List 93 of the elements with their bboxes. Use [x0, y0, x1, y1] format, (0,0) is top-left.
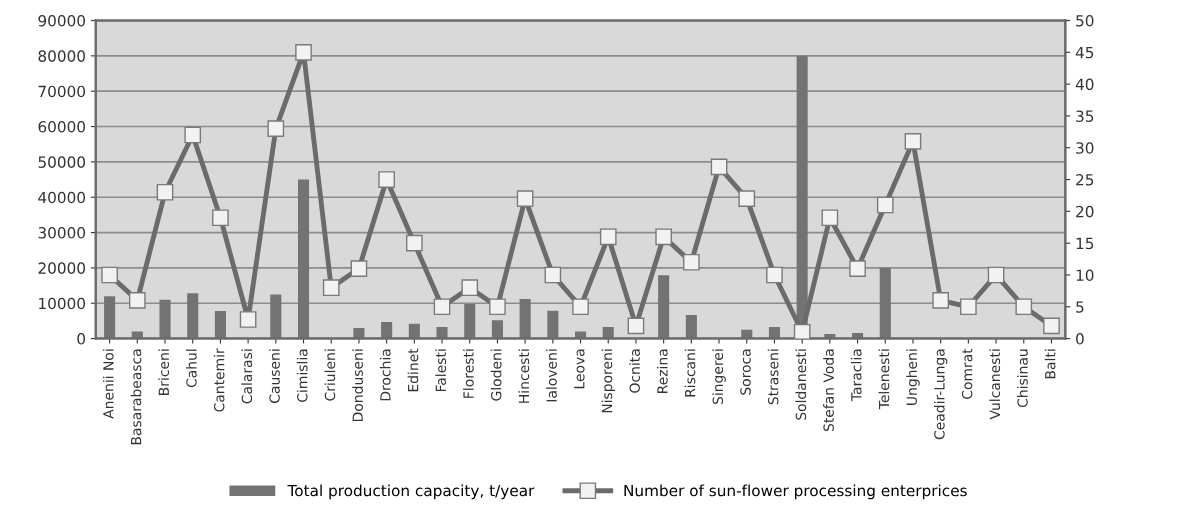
- point: [683, 253, 700, 271]
- x-tick-label: Telenesti: [878, 349, 890, 410]
- x-tick-label: Edinet: [407, 348, 419, 392]
- point: [433, 298, 451, 316]
- point: [876, 196, 894, 214]
- x-tick-label: Cantemir: [213, 348, 225, 412]
- x-tick-label: Criuleni: [324, 349, 336, 401]
- y2-tick-label: 0: [1076, 333, 1084, 345]
- x-tick-label: Taraclia: [850, 349, 862, 402]
- point: [793, 323, 811, 339]
- y2-tick-label: 20: [1076, 205, 1094, 218]
- x-tick-label: Riscani: [684, 349, 696, 397]
- x-tick-label: Balti: [1044, 349, 1056, 379]
- point: [849, 260, 866, 277]
- point: [904, 133, 922, 150]
- x-tick-label: Vulcanesti: [989, 349, 1001, 420]
- x-tick-label: Basarabeasca: [130, 349, 142, 445]
- x-tick-label: Glodeni: [490, 349, 502, 401]
- x-tick-label: Cahul: [186, 349, 197, 388]
- y2-tick-label: 5: [1076, 301, 1084, 313]
- point: [489, 298, 506, 316]
- y-tick-label: 10000: [39, 297, 86, 310]
- point: [599, 228, 617, 246]
- y-tick-label: 40000: [38, 191, 86, 204]
- x-tick-label: Briceni: [158, 349, 170, 395]
- x-tick-label: Falesti: [435, 349, 447, 392]
- x-tick-label: Comrat: [961, 348, 973, 399]
- x-tick-label: Calarasi: [241, 349, 253, 404]
- point: [156, 183, 174, 201]
- x-tick-label: Straseni: [767, 349, 779, 405]
- point: [710, 158, 728, 176]
- point: [766, 266, 783, 284]
- x-tick-label: Causeni: [269, 349, 280, 403]
- point: [655, 228, 672, 246]
- x-tick-label: Donduseni: [352, 349, 363, 421]
- point: [932, 292, 950, 309]
- x-tick-label: Leova: [574, 349, 585, 389]
- point: [212, 209, 229, 227]
- point: [738, 190, 756, 207]
- x-tick-label: Ungheni: [906, 349, 920, 405]
- point: [128, 292, 146, 309]
- legend-label: Number of sun-flower processing enterprices: [624, 484, 967, 500]
- y2-tick-label: 45: [1075, 46, 1094, 59]
- y-tick-label: 60000: [38, 121, 86, 133]
- point: [184, 126, 202, 144]
- x-tick-label: Singerei: [712, 349, 726, 405]
- point: [516, 190, 534, 207]
- x-tick-label: Cimislia: [296, 349, 308, 402]
- point: [461, 279, 479, 297]
- x-tick-label: Hincesti: [518, 349, 530, 403]
- x-tick-label: Ocnita: [629, 349, 640, 393]
- x-tick-label: Rezina: [656, 349, 668, 393]
- point: [627, 317, 645, 335]
- legend-label: Total production capacity, t/year: [287, 484, 535, 500]
- point: [572, 298, 589, 316]
- x-tick-label: Drochia: [379, 349, 391, 401]
- y2-tick-label: 10: [1076, 269, 1094, 281]
- y2-tick-label: 50: [1076, 14, 1094, 27]
- x-tick-label: Floresti: [463, 349, 474, 398]
- point: [101, 266, 118, 284]
- y2-tick-label: 15: [1076, 237, 1094, 250]
- point: [821, 209, 839, 227]
- y-tick-label: 0: [77, 333, 86, 345]
- x-tick-label: Anenii Noi: [102, 349, 114, 419]
- point: [267, 120, 285, 137]
- point: [1043, 317, 1060, 335]
- y-tick-label: 50000: [38, 156, 86, 168]
- y-tick-label: 80000: [38, 50, 86, 62]
- y2-tick-label: 30: [1076, 142, 1094, 154]
- y-tick-label: 30000: [38, 227, 86, 239]
- x-tick-label: Soldanesti: [795, 349, 807, 420]
- x-tick-label: Ialoveni: [546, 349, 557, 402]
- point: [378, 171, 395, 188]
- y-tick-label: 90000: [38, 14, 86, 27]
- y-tick-label: 20000: [38, 262, 86, 274]
- y2-tick-label: 25: [1076, 174, 1094, 186]
- y-tick-label: 70000: [38, 85, 86, 98]
- point: [239, 311, 257, 328]
- point: [544, 266, 562, 284]
- x-tick-label: Soroca: [740, 349, 751, 395]
- x-tick-label: Chisinau: [1017, 349, 1028, 408]
- point: [322, 279, 340, 297]
- point: [350, 260, 368, 277]
- y2-tick-label: 40: [1075, 78, 1094, 91]
- point: [960, 298, 977, 316]
- x-tick-label: Stefan Voda: [823, 349, 834, 432]
- x-tick-label: Ceadir-Lunga: [933, 349, 948, 440]
- y2-tick-label: 35: [1076, 110, 1094, 122]
- point: [405, 234, 423, 252]
- point: [987, 266, 1005, 284]
- point: [295, 43, 312, 61]
- x-tick-label: Nisporeni: [601, 349, 615, 413]
- point: [1015, 298, 1033, 316]
